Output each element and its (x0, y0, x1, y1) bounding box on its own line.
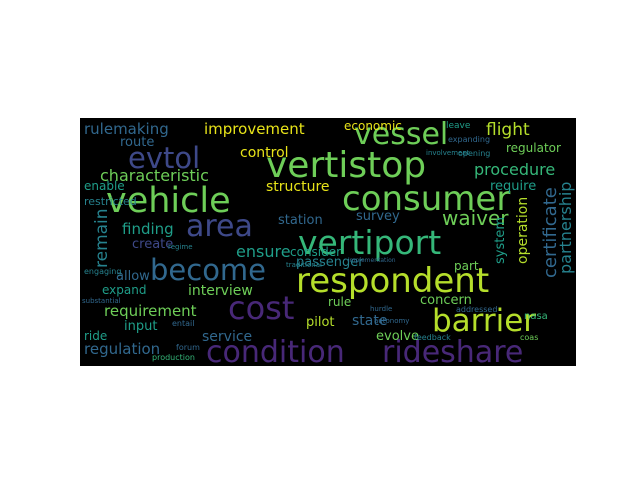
word-expand: expand (102, 283, 147, 297)
word-rule: rule (328, 295, 352, 309)
word-feedback: feedback (414, 333, 451, 342)
word-survey: survey (356, 209, 400, 224)
word-requirement: requirement (104, 302, 197, 320)
word-coas: coas (520, 333, 539, 342)
word-ride: ride (84, 329, 108, 343)
word-state: state (352, 313, 388, 329)
word-addressed: addressed (456, 305, 498, 314)
word-expanding: expanding (448, 135, 491, 144)
word-waiver: waiver (442, 206, 509, 230)
word-create: create (132, 237, 174, 252)
word-system: system (493, 217, 508, 264)
word-traditional: traditional (286, 261, 322, 269)
word-implementation: implementation (348, 257, 396, 264)
word-remain: remain (92, 208, 112, 268)
word-partnership: partnership (556, 181, 575, 274)
word-leave: leave (446, 121, 471, 131)
word-route: route (120, 135, 155, 150)
word-concern: concern (420, 293, 472, 308)
word-restricted: restricted (84, 195, 137, 208)
word-involvement: involvement (426, 149, 470, 157)
word-input: input (124, 319, 158, 334)
word-characteristic: characteristic (100, 166, 209, 185)
word-autonomy: autonomy (374, 317, 410, 325)
word-rideshare: rideshare (382, 335, 524, 367)
word-opening: opening (458, 149, 491, 158)
word-flight: flight (486, 120, 530, 140)
word-hurdle: hurdle (370, 305, 393, 313)
word-barrier: barrier (432, 303, 537, 339)
word-service: service (202, 329, 253, 345)
word-rulemaking: rulemaking (84, 120, 169, 138)
word-passenger: passenger (296, 255, 364, 270)
word-interview: interview (188, 283, 253, 299)
word-consumer: consumer (342, 179, 511, 219)
word-allow: allow (116, 269, 150, 284)
word-ensure: ensure (236, 242, 291, 261)
word-production: production (152, 353, 195, 362)
word-require: require (490, 179, 537, 194)
word-station: station (278, 213, 323, 228)
word-evolve: evolve (376, 329, 419, 344)
word-vertiport: vertiport (298, 223, 442, 262)
word-part: part (454, 259, 479, 273)
word-become: become (150, 253, 267, 287)
word-area: area (186, 209, 253, 244)
word-substantial: substantial (82, 297, 121, 305)
word-cloud: condition rideshare barrier respondent v… (80, 118, 576, 366)
word-condition: condition (206, 335, 345, 367)
word-regulation: regulation (84, 340, 161, 358)
word-forum: forum (176, 343, 200, 352)
word-regulator: regulator (506, 141, 561, 155)
word-operation: operation (515, 196, 531, 264)
word-consider: consider (290, 245, 342, 259)
word-cost: cost (228, 289, 295, 327)
word-respondent: respondent (296, 261, 490, 301)
word-procedure: procedure (474, 160, 556, 179)
word-vertistop: vertistop (266, 145, 427, 186)
word-evtol: evtol (128, 141, 201, 175)
word-regime: regime (168, 243, 193, 251)
word-entail: entail (172, 319, 195, 328)
word-economic: economic (344, 119, 402, 133)
word-nasa: nasa (524, 311, 548, 322)
word-enable: enable (84, 179, 125, 193)
word-vehicle: vehicle (106, 181, 231, 221)
word-control: control (240, 145, 289, 161)
word-finding: finding (122, 220, 174, 238)
word-vessel: vessel (354, 118, 449, 152)
word-pilot: pilot (306, 315, 335, 330)
word-engaging: engaging (84, 267, 122, 276)
word-improvement: improvement (204, 120, 305, 138)
word-structure: structure (266, 179, 330, 195)
